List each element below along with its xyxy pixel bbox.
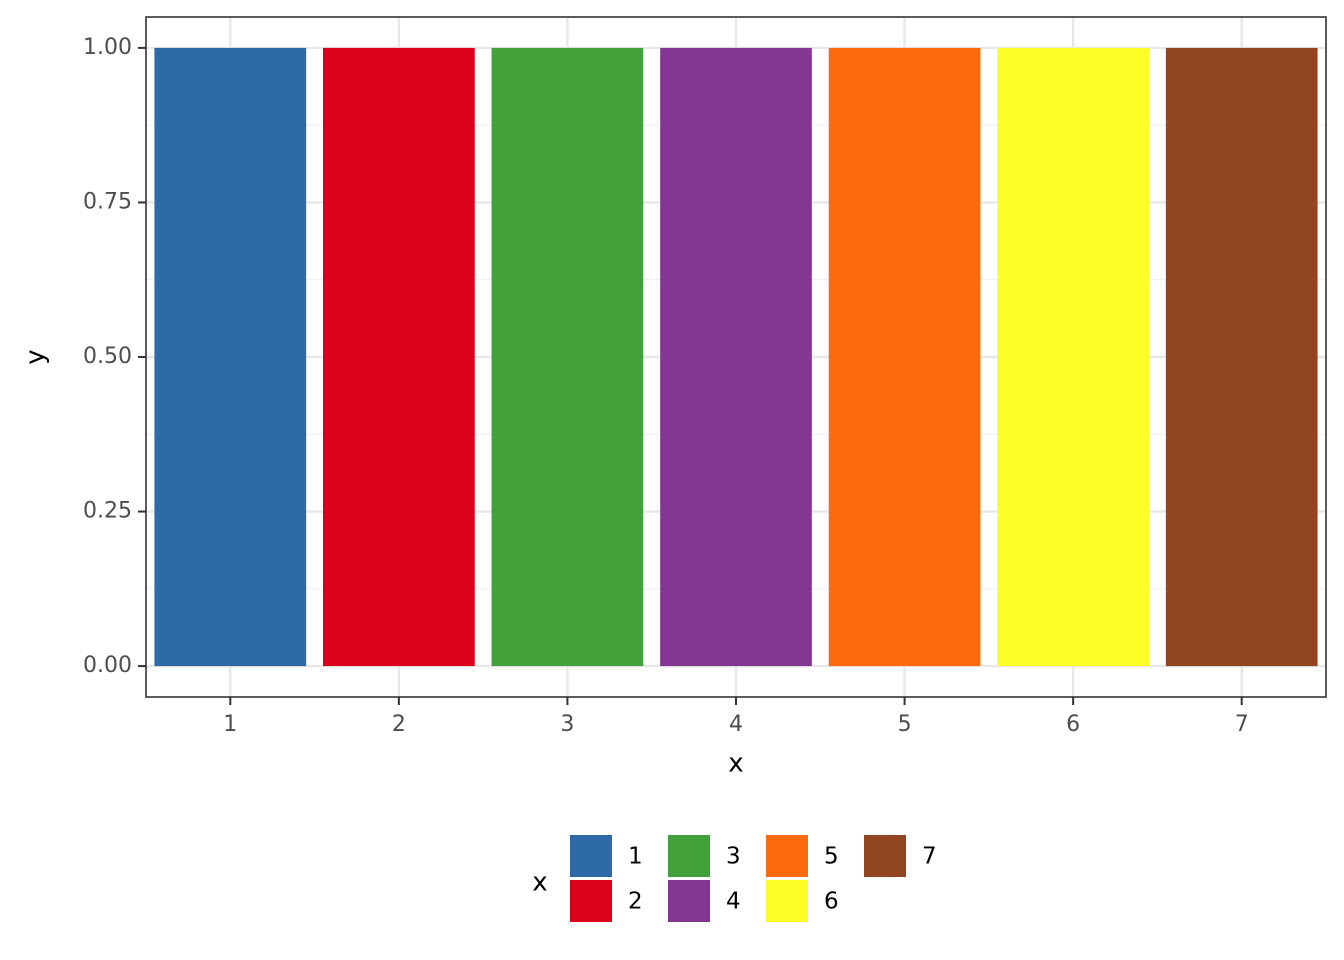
bar xyxy=(491,47,644,667)
bar xyxy=(323,47,475,667)
legend-key xyxy=(668,880,710,922)
bar xyxy=(154,47,307,667)
bar xyxy=(828,47,981,667)
y-tick-label: 1.00 xyxy=(83,35,132,60)
legend-key xyxy=(864,835,906,877)
bar xyxy=(1165,47,1318,667)
legend-label: 1 xyxy=(628,844,643,870)
panel-border xyxy=(145,16,1327,698)
x-tick-label: 5 xyxy=(898,712,912,737)
x-axis-title: x xyxy=(728,749,743,779)
legend-label: 6 xyxy=(824,889,839,915)
x-tick-label: 4 xyxy=(729,712,743,737)
x-tick-label: 3 xyxy=(560,712,574,737)
y-tick-label: 0.75 xyxy=(83,189,132,214)
x-tick-label: 6 xyxy=(1066,712,1080,737)
legend-title: x xyxy=(532,868,547,898)
y-tick-label: 0.00 xyxy=(83,653,132,678)
legend-label: 5 xyxy=(824,844,839,870)
legend-label: 3 xyxy=(726,844,741,870)
legend-label: 2 xyxy=(628,889,643,915)
legend-label: 4 xyxy=(726,889,741,915)
legend-key xyxy=(570,880,612,922)
bar xyxy=(660,47,812,667)
x-tick-label: 2 xyxy=(392,712,406,737)
y-tick-label: 0.50 xyxy=(83,344,132,369)
legend-label: 7 xyxy=(922,844,937,870)
y-axis-title: y xyxy=(21,349,51,364)
legend-key xyxy=(668,835,710,877)
y-tick-label: 0.25 xyxy=(83,499,132,524)
legend-key xyxy=(766,880,808,922)
x-tick-label: 1 xyxy=(223,712,237,737)
x-tick-label: 7 xyxy=(1235,712,1249,737)
legend-key xyxy=(570,835,612,877)
bar xyxy=(997,47,1149,667)
legend-key xyxy=(766,835,808,877)
